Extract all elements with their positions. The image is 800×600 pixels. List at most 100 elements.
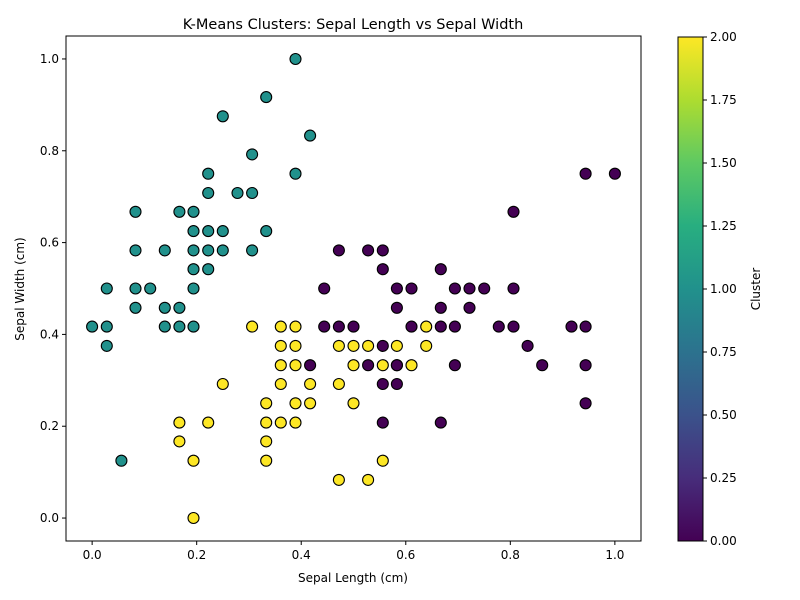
cluster-1-point <box>246 244 259 257</box>
x-tick-label: 1.0 <box>605 548 624 562</box>
cluster-2-point <box>274 377 287 391</box>
cluster-1-point <box>202 263 215 276</box>
cluster-0-point <box>376 377 389 391</box>
cluster-0-point <box>463 301 476 314</box>
cluster-1-point <box>260 225 273 238</box>
cluster-0-point <box>376 263 389 276</box>
cluster-2-point <box>376 454 389 467</box>
cluster-2-point <box>420 320 433 333</box>
x-tick-label: 0.8 <box>501 548 520 562</box>
cluster-1-point <box>173 320 186 333</box>
cluster-2-point <box>289 320 302 333</box>
cluster-1-point <box>216 110 229 123</box>
cluster-1-point <box>129 205 142 218</box>
cluster-1-point <box>86 320 99 333</box>
cluster-2-point <box>405 359 418 372</box>
cluster-1-point <box>187 205 200 218</box>
cluster-0-point <box>390 377 403 391</box>
cluster-1-point <box>129 282 142 295</box>
x-axis-label: Sepal Length (cm) <box>298 571 408 585</box>
colorbar-tick-label: 1.25 <box>710 219 737 233</box>
cluster-0-point <box>448 320 461 333</box>
cluster-1-point <box>187 320 200 333</box>
cluster-0-point <box>434 263 447 276</box>
cluster-2-point <box>274 339 287 352</box>
cluster-2-point <box>347 359 360 372</box>
cluster-1-point <box>129 244 142 257</box>
y-axis-ticks: 0.0 0.2 0.4 0.6 0.8 1.0 <box>40 52 66 525</box>
cluster-2-point <box>362 473 375 486</box>
y-axis-label: Sepal Width (cm) <box>13 237 27 340</box>
cluster-0-point <box>318 320 331 333</box>
cluster-0-point <box>536 359 549 372</box>
cluster-1-point <box>100 282 113 295</box>
cluster-2-point <box>260 454 273 467</box>
cluster-2-point <box>332 377 345 391</box>
cluster-1-point <box>202 186 215 200</box>
cluster-0-point <box>507 205 520 218</box>
axes-frame <box>65 35 642 542</box>
cluster-0-point <box>376 244 389 257</box>
cluster-2-point <box>187 454 200 467</box>
colorbar-tick-label: 1.50 <box>710 156 737 170</box>
cluster-2-point <box>289 359 302 372</box>
cluster-0-point <box>434 301 447 314</box>
cluster-0-point <box>448 359 461 372</box>
cluster-1-point <box>246 186 259 200</box>
cluster-1-point <box>246 148 259 161</box>
cluster-0-point <box>463 282 476 295</box>
cluster-2-point <box>347 397 360 410</box>
cluster-2-point <box>420 339 433 352</box>
cluster-1-point <box>100 320 113 333</box>
cluster-1-point <box>216 225 229 238</box>
cluster-2-point <box>202 416 215 429</box>
cluster-2-point <box>246 320 259 333</box>
cluster-2-point <box>216 377 229 391</box>
y-tick-label: 1.0 <box>40 52 59 66</box>
x-tick-label: 0.2 <box>187 548 206 562</box>
cluster-1-point <box>115 454 128 467</box>
cluster-2-point <box>347 339 360 352</box>
cluster-1-point <box>289 52 302 66</box>
colorbar-tick-label: 1.00 <box>710 282 737 296</box>
cluster-2-point <box>173 416 186 429</box>
x-tick-label: 0.4 <box>292 548 311 562</box>
cluster-0-point <box>434 320 447 333</box>
chart-title: K-Means Clusters: Sepal Length vs Sepal … <box>183 17 524 33</box>
cluster-0-point <box>332 320 345 333</box>
cluster-2-point <box>289 339 302 352</box>
cluster-0-point <box>492 320 505 333</box>
cluster-2-point <box>289 416 302 429</box>
cluster-1-point <box>158 244 171 257</box>
cluster-1-point <box>202 244 215 257</box>
cluster-0-point <box>521 339 534 352</box>
cluster-1-point <box>129 301 142 314</box>
cluster-1-point <box>158 320 171 333</box>
cluster-1-point <box>187 282 200 295</box>
colorbar-tick-label: 2.00 <box>710 30 737 44</box>
cluster-1-point <box>100 339 113 352</box>
cluster-0-point <box>304 359 317 372</box>
cluster-2-point <box>289 397 302 410</box>
cluster-0-point <box>579 359 592 372</box>
cluster-2-point <box>376 359 389 372</box>
cluster-0-point <box>434 416 447 429</box>
cluster-1-point <box>231 186 244 200</box>
colorbar-ticks: 0.00 0.25 0.50 0.75 1.00 1.25 1.50 1.75 2.00 <box>703 30 737 548</box>
cluster-1-point <box>202 225 215 238</box>
cluster-1-point <box>260 91 273 104</box>
colorbar: 0.00 0.25 0.50 0.75 1.00 1.25 1.50 1.75 2.00 Clu… <box>677 30 763 548</box>
x-axis-ticks: 0.0 0.2 0.4 0.6 0.8 1.0 <box>83 541 624 562</box>
cluster-2-point <box>187 511 200 525</box>
cluster-2-point <box>260 435 273 448</box>
cluster-1-point <box>187 244 200 257</box>
cluster-0-point <box>332 244 345 257</box>
colorbar-tick-label: 0.00 <box>710 534 737 548</box>
cluster-1-point <box>304 129 317 142</box>
cluster-2-point <box>332 339 345 352</box>
cluster-0-point <box>347 320 360 333</box>
cluster-0-point <box>405 282 418 295</box>
x-tick-label: 0.0 <box>83 548 102 562</box>
cluster-0-point <box>579 397 592 410</box>
